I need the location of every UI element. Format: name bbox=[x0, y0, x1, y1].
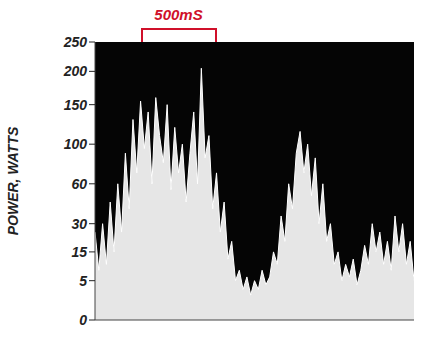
svg-text:0: 0 bbox=[79, 312, 87, 328]
svg-text:30: 30 bbox=[71, 216, 87, 232]
svg-text:60: 60 bbox=[71, 176, 87, 192]
svg-text:250: 250 bbox=[63, 34, 88, 50]
svg-text:200: 200 bbox=[63, 63, 88, 79]
html-text:500mS: 500mS bbox=[154, 6, 203, 23]
svg-text:150: 150 bbox=[64, 97, 88, 113]
svg-text:15: 15 bbox=[71, 244, 87, 260]
svg-text:POWER, WATTS: POWER, WATTS bbox=[5, 126, 21, 235]
svg-text:5: 5 bbox=[79, 273, 87, 289]
svg-text:100: 100 bbox=[64, 136, 88, 152]
